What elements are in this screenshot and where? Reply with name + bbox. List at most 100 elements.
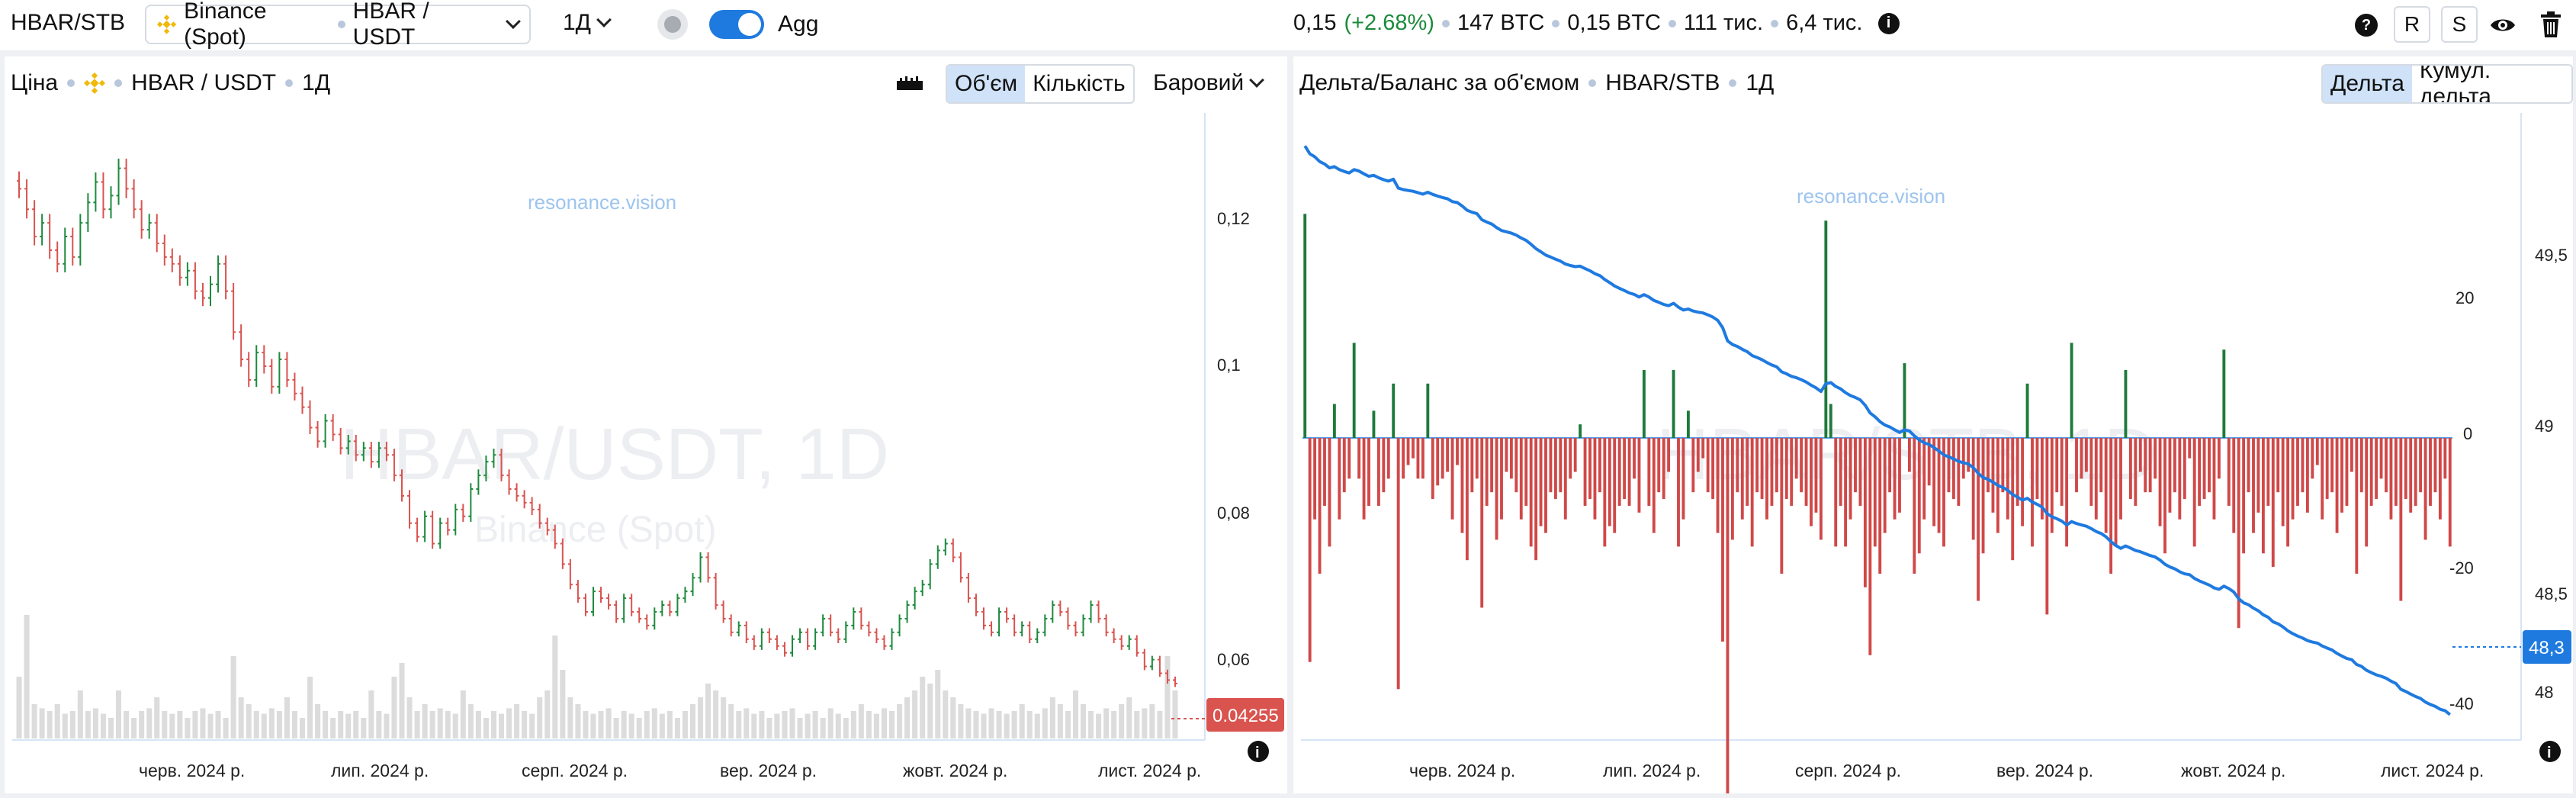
watermark-main: HBAR/STB, 1D: [1656, 413, 2157, 495]
delta-bar: [2138, 438, 2142, 472]
count-tab[interactable]: Кількість: [1033, 71, 1126, 96]
agg-toggle[interactable]: [709, 10, 764, 39]
volume-bar: [835, 713, 841, 738]
delta-bar: [2409, 438, 2413, 513]
delta-bar: [2355, 438, 2359, 574]
eye-icon[interactable]: [2489, 13, 2517, 37]
delta-bar: [1819, 438, 1823, 540]
x-tick: вер. 2024 р.: [720, 761, 817, 780]
chart-type-selector[interactable]: Баровий: [1153, 70, 1265, 96]
delta-bar: [2350, 438, 2353, 472]
volume-bar: [291, 711, 297, 738]
volume-bar: [935, 670, 941, 738]
volume-bar: [636, 718, 642, 738]
price-change: (+2.68%): [1344, 11, 1434, 35]
separator-dot: [114, 79, 123, 87]
delta-bar: [2242, 438, 2246, 554]
delta-bar: [2075, 438, 2078, 493]
volume-tab[interactable]: Об'єм: [947, 66, 1026, 102]
cumulative-delta-tab[interactable]: Кумул. дельта: [2419, 64, 2491, 104]
timeframe-selector[interactable]: 1Д: [563, 10, 612, 36]
delta-bar: [2124, 370, 2128, 438]
volume-bar: [552, 636, 558, 738]
delta-bar: [2399, 438, 2403, 601]
delta-bar: [1794, 438, 1798, 479]
delta-bar: [1721, 438, 1724, 642]
volume-bar: [789, 708, 795, 738]
delta-bar: [1868, 438, 1872, 655]
volume-bar: [131, 718, 137, 738]
volume-bar: [774, 713, 780, 738]
volume-bar: [1065, 711, 1071, 738]
volume-bar: [897, 704, 903, 738]
record-icon: [657, 9, 688, 40]
help-button[interactable]: ?: [2355, 14, 2378, 37]
x-tick: лип. 2024 р.: [1603, 761, 1701, 780]
delta-bar: [1858, 438, 1862, 506]
delta-tab[interactable]: Дельта: [2323, 66, 2412, 102]
exchange-pair-selector[interactable]: Binance (Spot) HBAR / USDT: [145, 0, 531, 50]
delta-bar: [1563, 438, 1567, 520]
x-tick: черв. 2024 р.: [139, 761, 245, 780]
delta-bar: [2040, 438, 2044, 520]
delta-bar: [1971, 438, 1975, 540]
volume-bar: [368, 690, 374, 738]
info-glyph: i: [1255, 745, 1260, 761]
delta-bar: [1991, 438, 1995, 513]
volume-bar: [467, 704, 474, 738]
record-button[interactable]: [657, 9, 688, 40]
delta-bar: [2055, 438, 2059, 493]
volume-bar: [1142, 708, 1148, 738]
volume-bar: [422, 704, 428, 738]
volume-bar: [744, 708, 750, 738]
delta-chart[interactable]: HBAR/STB, 1D resonance.vision 20 0 -20 -…: [1293, 113, 2573, 793]
volume-bar: [904, 697, 911, 738]
delta-bar: [1903, 363, 1906, 438]
y-tick-left: 20: [2456, 288, 2474, 307]
trash-icon[interactable]: [2539, 11, 2562, 37]
last-price-tag: [1206, 698, 1284, 732]
volume-bar: [361, 718, 367, 738]
delta-bar: [2202, 438, 2206, 500]
delta-bar: [1740, 438, 1744, 520]
delta-bar: [1967, 438, 1971, 472]
agg-toggle-group[interactable]: Agg: [709, 10, 818, 39]
delta-bar: [1633, 438, 1636, 479]
delta-bar: [2311, 438, 2314, 479]
volume-bar: [276, 711, 282, 738]
ruler-icon[interactable]: [897, 76, 923, 92]
r-button[interactable]: R: [2394, 6, 2430, 43]
separator-dot: [338, 21, 345, 28]
delta-bar: [1642, 370, 1646, 438]
delta-bar: [1412, 438, 1415, 459]
volume-bar: [185, 718, 191, 738]
volume-bar: [1111, 711, 1117, 738]
delta-bar: [1750, 438, 1754, 547]
volume-mode-switch[interactable]: Об'єм Кількість: [946, 64, 1135, 104]
symbol-text[interactable]: HBAR/STB: [11, 10, 126, 35]
delta-bar: [1824, 220, 1828, 438]
volume-bar: [268, 708, 275, 738]
delta-bar: [1623, 438, 1627, 500]
delta-bar: [2296, 438, 2299, 506]
delta-bar: [1588, 438, 1592, 500]
info-icon[interactable]: [1248, 741, 1269, 762]
s-button[interactable]: S: [2441, 6, 2478, 43]
last-price-value: 0.04255: [1213, 706, 1279, 726]
price-chart[interactable]: HBAR/USDT, 1D Binance (Spot) resonance.v…: [5, 113, 1287, 793]
delta-bar: [2104, 438, 2108, 533]
info-icon[interactable]: i: [1877, 12, 1900, 34]
delta-bar: [2099, 438, 2103, 493]
symbol-label[interactable]: HBAR/STB: [11, 10, 125, 36]
volume-bar: [1072, 690, 1078, 738]
delta-bar: [1593, 438, 1597, 520]
delta-bar: [1736, 438, 1739, 493]
volume-bar: [858, 704, 864, 738]
info-icon[interactable]: [2539, 741, 2561, 762]
delta-bar: [1726, 438, 1730, 793]
delta-bar: [1883, 438, 1887, 533]
delta-bar: [1362, 438, 1366, 520]
volume-bar: [850, 711, 856, 738]
delta-mode-switch[interactable]: Дельта Кумул. дельта: [2321, 64, 2573, 104]
delta-bar: [1977, 438, 1980, 601]
